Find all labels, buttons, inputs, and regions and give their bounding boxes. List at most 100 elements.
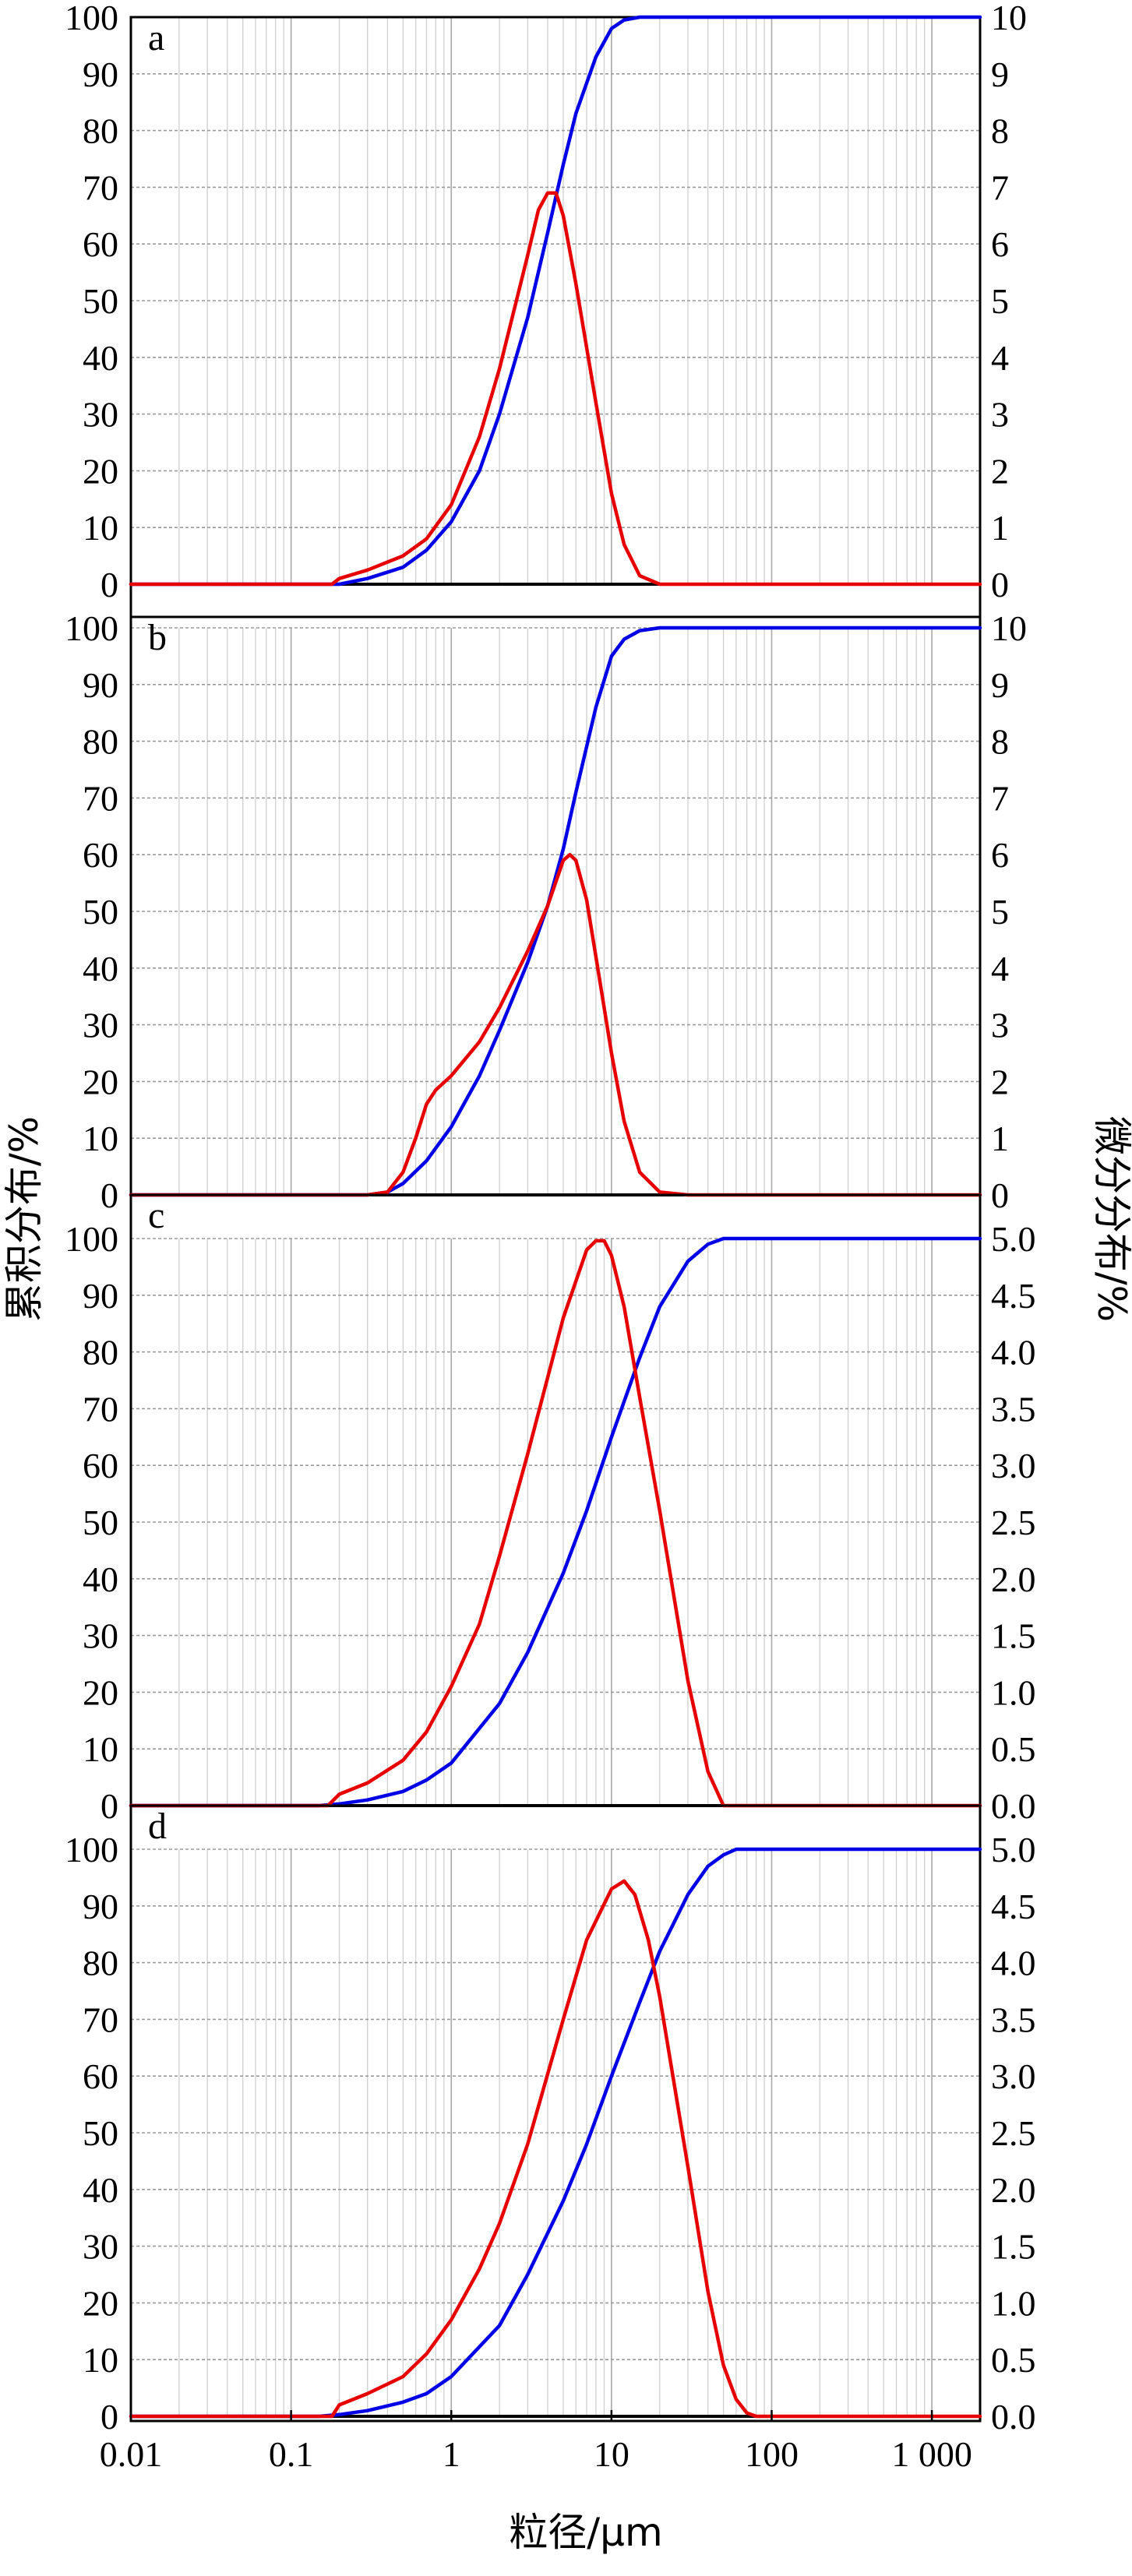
x-axis: 0.01 0.1 1 10 100 1 000 <box>100 2410 972 2474</box>
left-y-tick-label: 80 <box>83 1333 118 1373</box>
left-y-tick-label: 60 <box>83 224 118 264</box>
x-tick-label: 0.01 <box>100 2434 163 2474</box>
right-y-tick-label: 7 <box>991 167 1009 207</box>
right-y-tick-label: 3.5 <box>991 1389 1036 1429</box>
left-y-tick-label: 10 <box>83 508 118 548</box>
x-tick-label: 10 <box>594 2434 629 2474</box>
left-y-tick-label: 20 <box>83 451 118 491</box>
right-y-tick-label: 2.0 <box>991 2170 1036 2210</box>
panel-c: 0 10 20 30 40 50 60 70 80 90 100 0.0 0.5 1.0 1.5 2.0 2.5… <box>65 1193 1036 1826</box>
differential-curve <box>129 852 982 1197</box>
right-y-tick-label: 4.0 <box>991 1943 1036 1983</box>
right-y-tick-label: 2.5 <box>991 1503 1036 1542</box>
left-y-tick-label: 90 <box>83 665 118 705</box>
left-y-tick-label: 100 <box>65 1830 118 1869</box>
left-y-tick-label: 10 <box>83 1729 118 1769</box>
panel-frame <box>129 615 982 1196</box>
left-y-tick-label: 10 <box>83 1119 118 1158</box>
right-y-tick-label: 5.0 <box>991 1830 1036 1869</box>
left-y-tick-label: 60 <box>83 1446 118 1485</box>
right-y-tick-label: 2 <box>991 451 1009 491</box>
left-y-axis-title: 累积分布/% <box>2 1116 47 1322</box>
right-y-tick-label: 5 <box>991 281 1009 321</box>
right-y-tick-label: 0.5 <box>991 1729 1036 1769</box>
right-y-tick-label: 1 <box>991 1119 1009 1158</box>
right-y-tick-label: 4.0 <box>991 1333 1036 1373</box>
right-y-tick-label: 1.5 <box>991 2227 1036 2267</box>
panel-letter: a <box>148 17 164 58</box>
right-y-tick-label: 1 <box>991 508 1009 548</box>
left-y-tick-label: 20 <box>83 1062 118 1101</box>
left-y-tick-label: 50 <box>83 2113 118 2153</box>
right-y-tick-label: 3.5 <box>991 2000 1036 2039</box>
cumulative-curve <box>129 1847 982 2419</box>
left-y-tick-label: 40 <box>83 949 118 988</box>
left-y-tick-label: 50 <box>83 1503 118 1542</box>
left-y-tick-label: 80 <box>83 111 118 151</box>
left-y-tick-label: 40 <box>83 1559 118 1599</box>
left-y-tick-label: 0 <box>101 2397 118 2437</box>
left-y-tick-label: 50 <box>83 281 118 321</box>
right-y-tick-label: 5.0 <box>991 1219 1036 1259</box>
differential-curve <box>129 191 982 587</box>
right-y-tick-label: 4.5 <box>991 1276 1036 1316</box>
right-y-tick-label: 10 <box>991 608 1027 648</box>
differential-curve <box>129 1239 982 1808</box>
right-y-tick-label: 9 <box>991 665 1009 705</box>
right-y-tick-label: 7 <box>991 778 1009 818</box>
left-y-tick-label: 0 <box>101 1175 118 1215</box>
right-y-tick-label: 4.5 <box>991 1887 1036 1926</box>
left-y-tick-label: 10 <box>83 2340 118 2380</box>
panel-letter: c <box>148 1195 164 1236</box>
right-y-tick-label: 1.0 <box>991 2283 1036 2323</box>
right-y-tick-label: 5 <box>991 892 1009 932</box>
x-tick-label: 100 <box>745 2434 799 2474</box>
panel-b: 0 10 20 30 40 50 60 70 80 90 100 0 1 2 3 4 5 6 7 8 9 10 b <box>65 608 1027 1215</box>
cumulative-curve <box>129 1236 982 1808</box>
right-y-tick-label: 4 <box>991 338 1009 378</box>
right-y-tick-label: 3.0 <box>991 2056 1036 2096</box>
panel-letter: b <box>148 617 167 658</box>
x-tick-label: 1 000 <box>891 2434 972 2474</box>
left-y-tick-label: 70 <box>83 167 118 207</box>
right-y-tick-label: 0 <box>991 1175 1009 1215</box>
left-y-tick-label: 40 <box>83 338 118 378</box>
panel-frame <box>129 1804 982 2423</box>
panel-a: 0 10 20 30 40 50 60 70 80 90 100 0 1 2 3 4 5 6 7 8 9 10 a <box>65 0 1027 618</box>
x-axis-title: 粒径/μm <box>509 2510 662 2555</box>
left-y-tick-label: 80 <box>83 722 118 762</box>
left-y-tick-label: 20 <box>83 2283 118 2323</box>
right-y-tick-label: 8 <box>991 111 1009 151</box>
left-y-tick-label: 70 <box>83 1389 118 1429</box>
left-y-tick-label: 30 <box>83 1616 118 1656</box>
left-y-tick-label: 50 <box>83 892 118 932</box>
right-y-tick-label: 2 <box>991 1062 1009 1101</box>
right-y-tick-label: 1.0 <box>991 1672 1036 1712</box>
left-y-tick-label: 60 <box>83 835 118 875</box>
right-y-tick-label: 3 <box>991 1006 1009 1045</box>
panel-d: 0 10 20 30 40 50 60 70 80 90 100 0.0 0.5 1.0 1.5 2.0 2.5… <box>65 1804 1036 2437</box>
panel-letter: d <box>148 1806 167 1847</box>
left-y-tick-label: 0 <box>101 1786 118 1826</box>
right-y-tick-label: 3.0 <box>991 1446 1036 1485</box>
left-y-tick-label: 70 <box>83 2000 118 2039</box>
left-y-tick-label: 90 <box>83 1276 118 1316</box>
left-y-tick-label: 40 <box>83 2170 118 2210</box>
left-y-tick-label: 90 <box>83 1887 118 1926</box>
panels: 0102030405060708090100012345678910a01020… <box>65 0 1036 2437</box>
left-y-tick-label: 100 <box>65 0 118 37</box>
left-y-tick-label: 30 <box>83 2227 118 2267</box>
right-y-tick-label: 2.5 <box>991 2113 1036 2153</box>
cumulative-curve <box>129 15 982 587</box>
right-y-tick-label: 1.5 <box>991 1616 1036 1656</box>
right-y-tick-label: 3 <box>991 395 1009 435</box>
right-y-axis-title: 微分分布/% <box>1089 1116 1132 1322</box>
right-y-tick-label: 0.5 <box>991 2340 1036 2380</box>
left-y-tick-label: 30 <box>83 395 118 435</box>
left-y-tick-label: 20 <box>83 1672 118 1712</box>
left-y-tick-label: 90 <box>83 55 118 94</box>
right-y-tick-label: 10 <box>991 0 1027 37</box>
left-y-tick-label: 30 <box>83 1006 118 1045</box>
left-y-tick-label: 60 <box>83 2056 118 2096</box>
